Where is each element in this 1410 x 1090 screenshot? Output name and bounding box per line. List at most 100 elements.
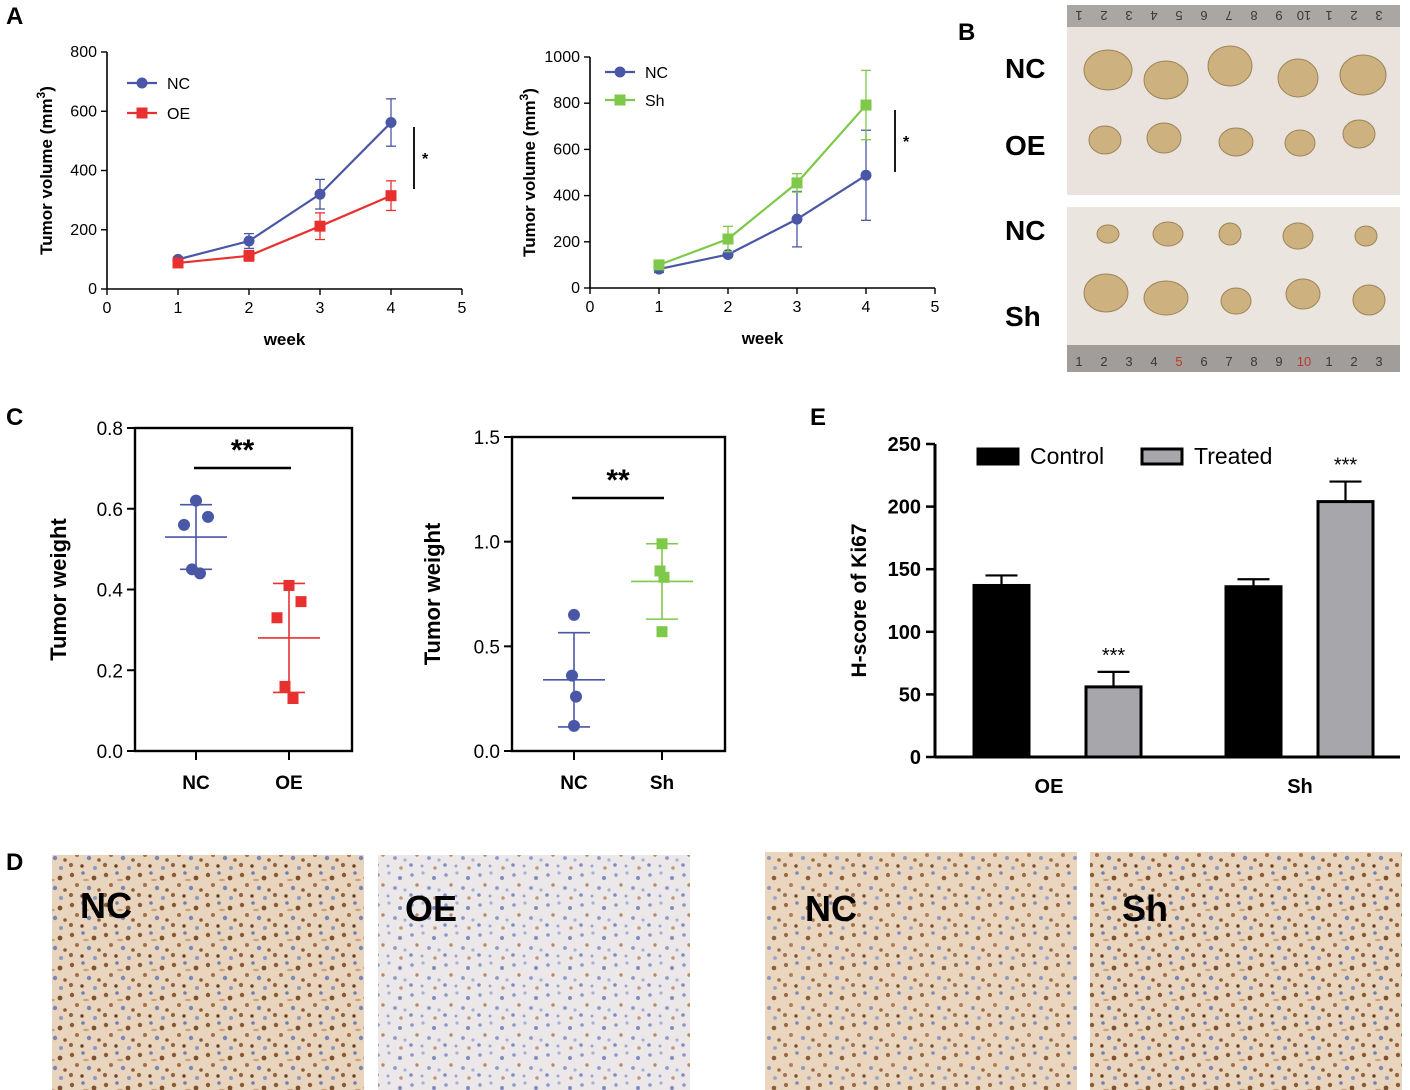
ihc-panel: NC OE NC Sh bbox=[52, 852, 1402, 1090]
data-point-nc bbox=[385, 117, 397, 129]
data-point-nc bbox=[194, 567, 206, 580]
tumor bbox=[1143, 60, 1189, 100]
y-tick-label: 800 bbox=[70, 44, 97, 61]
ruler-number: 8 bbox=[1250, 8, 1257, 23]
data-point-sh bbox=[656, 626, 668, 638]
x-tick-label: 3 bbox=[316, 300, 325, 317]
data-point-oe bbox=[295, 596, 307, 608]
tumor bbox=[1285, 278, 1321, 310]
legend-label: Control bbox=[1030, 443, 1104, 469]
y-tick-label: 800 bbox=[553, 95, 580, 112]
photo-label-sh: Sh bbox=[1005, 301, 1041, 332]
photo-label-nc-top: NC bbox=[1005, 53, 1045, 84]
y-tick-label: 1000 bbox=[544, 49, 580, 66]
ruler-number: 4 bbox=[1150, 8, 1157, 23]
x-tick-label: 5 bbox=[458, 300, 467, 317]
data-point-nc bbox=[570, 690, 582, 703]
ruler-number: 10 bbox=[1297, 8, 1311, 23]
x-axis-title: week bbox=[741, 329, 784, 348]
significance-stars: *** bbox=[1334, 455, 1358, 477]
y-tick-label: 600 bbox=[553, 141, 580, 158]
ruler-number: 9 bbox=[1275, 354, 1282, 369]
y-tick-label: 600 bbox=[70, 103, 97, 120]
bar-treated-sh bbox=[1316, 500, 1375, 759]
x-tick-label: Sh bbox=[650, 773, 674, 794]
ruler-number: 7 bbox=[1225, 8, 1232, 23]
chart-tumor-weight-nc-sh: 0.0 0.5 1.0 1.5 Tumor weight NC Sh ** bbox=[420, 428, 727, 794]
tumor bbox=[1088, 125, 1122, 155]
panel-letter-e: E bbox=[810, 404, 826, 431]
x-axis-title: week bbox=[263, 330, 306, 349]
y-tick-label: 1.0 bbox=[474, 533, 500, 554]
bar-control-sh bbox=[1224, 585, 1283, 759]
x-tick-label: 0 bbox=[586, 299, 595, 316]
tumor bbox=[1354, 225, 1378, 247]
x-tick-label: 0 bbox=[103, 300, 112, 317]
tumor bbox=[1282, 222, 1314, 250]
tumor-photo-top bbox=[1067, 5, 1400, 195]
legend-marker bbox=[614, 94, 626, 106]
tumor bbox=[1218, 222, 1242, 246]
y-axis-title: Tumor volume (mm3) bbox=[517, 88, 539, 257]
ruler-number: 6 bbox=[1200, 8, 1207, 23]
y-tick-label: 400 bbox=[553, 188, 580, 205]
ruler-number: 2 bbox=[1350, 8, 1357, 23]
data-point-sh bbox=[653, 259, 665, 271]
ruler-number: 6 bbox=[1200, 354, 1207, 369]
ihc-label-oe: OE bbox=[405, 888, 457, 929]
y-tick-label: 0.0 bbox=[474, 742, 500, 763]
y-tick-label: 200 bbox=[70, 222, 97, 239]
data-point-oe bbox=[172, 257, 184, 269]
ruler-number: 7 bbox=[1225, 354, 1232, 369]
x-tick-label: 5 bbox=[931, 299, 940, 316]
ihc-label-nc-2: NC bbox=[805, 888, 857, 929]
ruler-number: 1 bbox=[1325, 8, 1332, 23]
y-tick-label: 0 bbox=[910, 747, 921, 769]
data-point-nc bbox=[314, 188, 326, 200]
data-point-nc bbox=[791, 213, 803, 225]
y-tick-label: 400 bbox=[70, 163, 97, 180]
tumor bbox=[1146, 122, 1182, 154]
data-point-oe bbox=[279, 680, 291, 692]
data-point-sh bbox=[860, 99, 872, 111]
ruler-bottom bbox=[1067, 345, 1400, 372]
chart-tumor-volume-nc-oe: 0 200 400 600 800 0 1 2 3 4 5 week Tumor volume (mm3… bbox=[34, 44, 467, 349]
x-tick-label: OE bbox=[275, 773, 302, 794]
y-tick-label: 0.6 bbox=[97, 500, 123, 521]
tumor bbox=[1152, 221, 1184, 247]
series-line-oe bbox=[177, 194, 392, 265]
data-point-nc bbox=[243, 235, 255, 247]
ruler-number: 8 bbox=[1250, 354, 1257, 369]
y-tick-label: 1.5 bbox=[474, 428, 500, 449]
ruler-number: 3 bbox=[1125, 8, 1132, 23]
photo-label-oe: OE bbox=[1005, 130, 1045, 161]
chart-ki67-hscore: 0 50 100 150 200 250 H-score of Ki67 OE *** Sh ***… bbox=[848, 434, 1400, 798]
ruler-number: 5 bbox=[1175, 8, 1182, 23]
ruler-number: 2 bbox=[1100, 354, 1107, 369]
ruler-number: 2 bbox=[1350, 354, 1357, 369]
tumor bbox=[1207, 45, 1253, 87]
legend-marker bbox=[136, 107, 148, 119]
data-point-oe bbox=[385, 190, 397, 202]
y-tick-label: 0.4 bbox=[97, 581, 124, 602]
ruler-number: 10 bbox=[1297, 354, 1311, 369]
significance-stars: ** bbox=[231, 434, 255, 467]
bar-control-oe bbox=[972, 583, 1031, 759]
x-tick-label: 1 bbox=[655, 299, 664, 316]
plot-frame bbox=[133, 426, 354, 753]
data-point-oe bbox=[314, 220, 326, 232]
y-axis-title: Tumor volume (mm3) bbox=[34, 86, 56, 255]
tumor bbox=[1143, 280, 1189, 316]
tumor bbox=[1218, 127, 1254, 157]
tumor bbox=[1220, 287, 1252, 315]
ruler-number: 1 bbox=[1075, 8, 1082, 23]
ihc-image-nc-1 bbox=[52, 855, 364, 1090]
x-tick-label: Sh bbox=[1287, 776, 1313, 798]
y-tick-label: 0 bbox=[571, 280, 580, 297]
ruler-number: 3 bbox=[1375, 354, 1382, 369]
y-tick-label: 250 bbox=[888, 434, 921, 456]
ruler-number: 1 bbox=[1325, 354, 1332, 369]
ihc-image-oe bbox=[378, 855, 690, 1090]
ihc-image-sh bbox=[1090, 852, 1402, 1090]
